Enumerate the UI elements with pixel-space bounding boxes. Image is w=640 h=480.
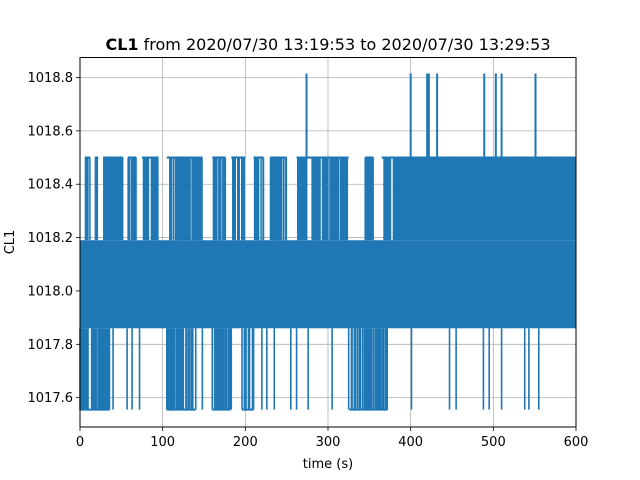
x-tick-label: 400	[398, 435, 423, 450]
y-axis: 1017.6 1017.8 1018.0 1018.2 1018.4 1018.6 1018…	[28, 71, 80, 406]
chart-title-bold: CL1	[105, 35, 138, 54]
x-axis-label: time (s)	[303, 457, 353, 472]
y-tick-label: 1018.0	[28, 284, 74, 299]
x-tick-label: 300	[316, 435, 341, 450]
y-tick-label: 1018.8	[28, 71, 74, 86]
x-tick-label: 600	[564, 435, 589, 450]
plot-area	[79, 73, 577, 411]
y-tick-label: 1018.4	[28, 178, 74, 193]
x-tick-label: 200	[233, 435, 258, 450]
signal-upper-excursions	[84, 157, 577, 241]
y-tick-label: 1017.8	[28, 338, 74, 353]
chart-title-rest: from 2020/07/30 13:19:53 to 2020/07/30 1…	[139, 35, 551, 54]
x-tick-label: 100	[150, 435, 175, 450]
x-tick-label: 500	[481, 435, 506, 450]
y-tick-label: 1017.6	[28, 391, 74, 406]
y-tick-label: 1018.2	[28, 231, 74, 246]
chart-title: CL1 from 2020/07/30 13:19:53 to 2020/07/…	[105, 35, 550, 54]
signal-core-band	[80, 240, 576, 329]
x-tick-label: 0	[76, 435, 84, 450]
x-axis: 0 100 200 300 400 500 600	[76, 427, 589, 450]
y-tick-label: 1018.6	[28, 124, 74, 139]
y-axis-label: CL1	[3, 230, 18, 255]
